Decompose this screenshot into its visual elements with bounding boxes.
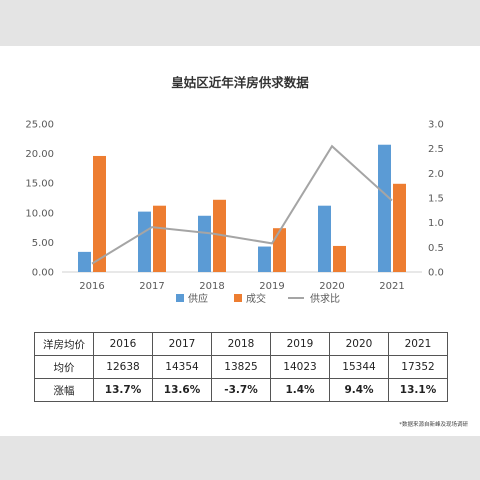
table-cell: -3.7% xyxy=(211,378,271,402)
x-tick-label: 2017 xyxy=(139,281,164,292)
y-left-tick-label: 0.00 xyxy=(32,268,54,279)
legend-label: 成交 xyxy=(246,292,266,305)
bar-deal xyxy=(213,199,226,272)
bar-deal xyxy=(273,228,286,272)
table-cell: 14354 xyxy=(152,355,212,379)
bar-deal xyxy=(333,245,346,272)
y-left-tick-label: 5.00 xyxy=(32,238,54,249)
legend-swatch xyxy=(234,294,242,302)
x-tick-label: 2018 xyxy=(199,281,224,292)
table-header-cell: 2017 xyxy=(152,332,212,356)
table-cell: 9.4% xyxy=(329,378,389,402)
y-right-tick-label: 2.5 xyxy=(428,144,444,155)
bar-deal xyxy=(93,155,106,272)
chart-title: 皇姑区近年洋房供求数据 xyxy=(171,75,309,90)
bar-supply xyxy=(198,215,211,272)
y-right-tick-label: 3.0 xyxy=(428,120,444,131)
table-header-row: 洋房均价 2016 2017 2018 2019 2020 2021 xyxy=(34,332,448,356)
table-row: 均价 12638 14354 13825 14023 15344 17352 xyxy=(34,355,448,379)
table-cell: 13825 xyxy=(211,355,271,379)
table-header-cell: 2021 xyxy=(388,332,448,356)
table-cell: 17352 xyxy=(388,355,448,379)
table-cell: 14023 xyxy=(270,355,330,379)
table-row-label: 涨幅 xyxy=(34,378,94,402)
table-cell: 13.6% xyxy=(152,378,212,402)
bar-supply xyxy=(78,251,91,272)
table-header-cell: 2016 xyxy=(93,332,153,356)
table-header-cell: 2019 xyxy=(270,332,330,356)
source-note: *数据来源自新峰及现场调研 xyxy=(399,422,468,428)
bar-supply xyxy=(258,246,271,272)
bar-supply xyxy=(138,211,151,272)
table-header-cell: 2018 xyxy=(211,332,271,356)
table-cell: 15344 xyxy=(329,355,389,379)
x-tick-label: 2021 xyxy=(379,281,404,292)
legend-label: 供应 xyxy=(188,292,208,305)
legend-swatch xyxy=(176,294,184,302)
table-cell: 13.7% xyxy=(93,378,153,402)
x-tick-label: 2016 xyxy=(79,281,104,292)
bar-deal xyxy=(153,205,166,272)
y-right-tick-label: 2.0 xyxy=(428,169,444,180)
price-table: 洋房均价 2016 2017 2018 2019 2020 2021 均价 12… xyxy=(34,332,448,402)
y-left-tick-label: 20.00 xyxy=(25,149,54,160)
x-tick-label: 2020 xyxy=(319,281,344,292)
y-right-tick-label: 1.5 xyxy=(428,194,444,205)
x-tick-label: 2019 xyxy=(259,281,284,292)
table-header-cell: 2020 xyxy=(329,332,389,356)
table-row: 涨幅 13.7% 13.6% -3.7% 1.4% 9.4% 13.1% xyxy=(34,378,448,402)
y-right-tick-label: 0.5 xyxy=(428,243,444,254)
ratio-line xyxy=(91,144,393,265)
y-left-tick-label: 10.00 xyxy=(25,208,54,219)
y-right-tick-label: 1.0 xyxy=(428,218,444,229)
table-cell: 13.1% xyxy=(388,378,448,402)
y-right-tick-label: 0.0 xyxy=(428,268,444,279)
y-left-tick-label: 15.00 xyxy=(25,179,54,190)
table-cell: 12638 xyxy=(93,355,153,379)
bar-deal xyxy=(393,183,406,272)
y-left-tick-label: 25.00 xyxy=(25,120,54,131)
bar-supply xyxy=(378,144,391,272)
legend-label: 供求比 xyxy=(310,292,340,305)
table-header-cell: 洋房均价 xyxy=(34,332,94,356)
chart-card: 皇姑区近年洋房供求数据 0.00 5.00 10.00 15.00 20.00 25.00… xyxy=(0,46,480,436)
combo-chart: 0.00 5.00 10.00 15.00 20.00 25.00 0.0 0.5 1.0 1.5… xyxy=(25,120,444,306)
table-row-label: 均价 xyxy=(34,355,94,379)
table-cell: 1.4% xyxy=(270,378,330,402)
bar-supply xyxy=(318,205,331,272)
